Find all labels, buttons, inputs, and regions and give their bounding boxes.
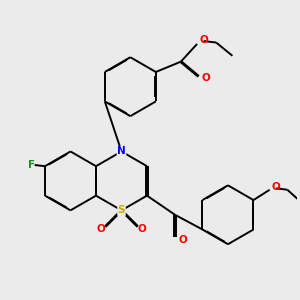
- Text: F: F: [28, 160, 35, 170]
- Text: O: O: [97, 224, 105, 235]
- Text: S: S: [118, 206, 125, 215]
- Text: O: O: [179, 235, 188, 245]
- Text: O: O: [272, 182, 280, 192]
- Text: O: O: [138, 224, 146, 235]
- Text: N: N: [117, 146, 126, 157]
- Text: O: O: [199, 35, 208, 46]
- Text: O: O: [202, 73, 210, 83]
